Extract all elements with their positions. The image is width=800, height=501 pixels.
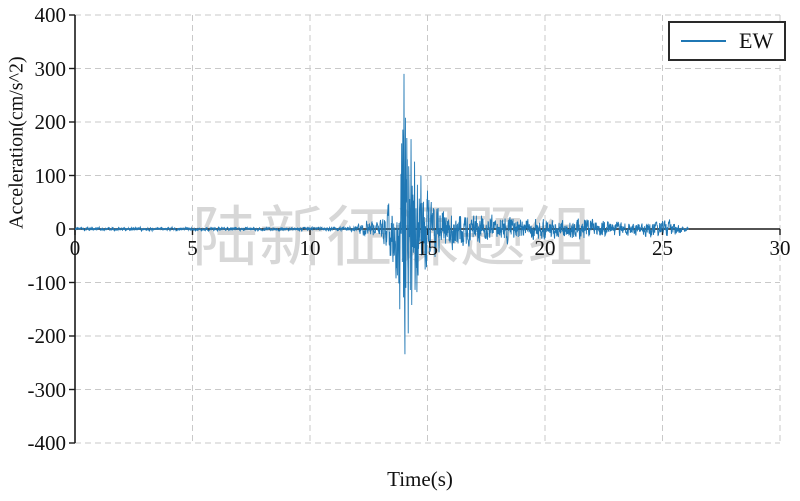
legend-box: EW [668, 21, 786, 61]
legend-line-sample-icon [681, 40, 726, 42]
legend-series-label: EW [739, 28, 774, 53]
